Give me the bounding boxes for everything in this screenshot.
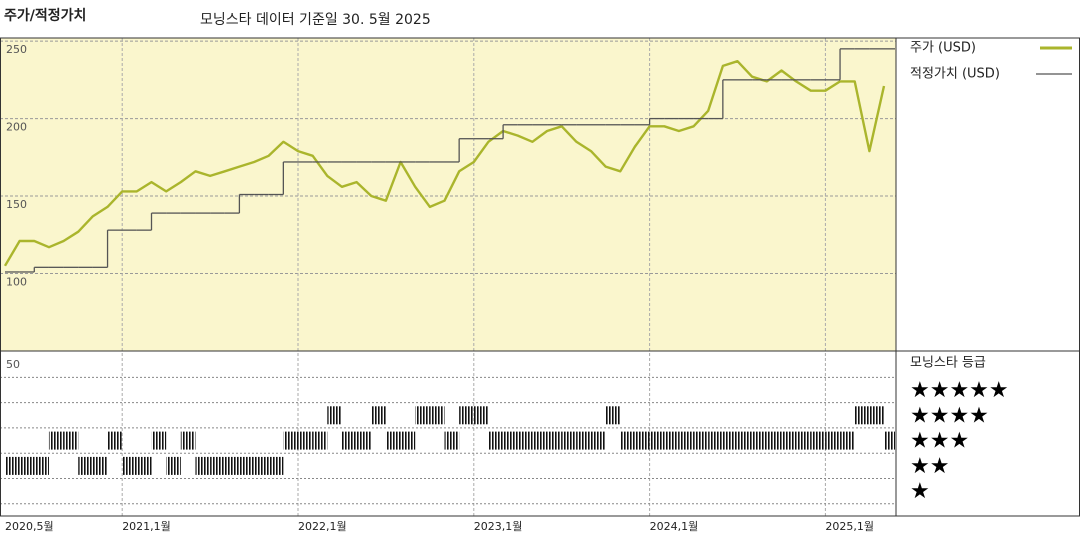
rating-bar <box>810 431 826 450</box>
rating-bar <box>166 456 181 475</box>
rating-bar <box>854 406 870 425</box>
rating-bar <box>884 431 895 450</box>
rating-bar <box>268 456 284 475</box>
rating-title: 모닝스타 등급 <box>910 356 986 371</box>
y-tick-label: 100 <box>6 276 27 289</box>
rating-bar <box>488 431 504 450</box>
y-tick-label: 200 <box>6 121 27 134</box>
rating-bar <box>737 431 753 450</box>
rating-bar <box>327 406 342 425</box>
chart-title: 주가/적정가치 <box>4 7 86 24</box>
chart-subtitle: 모닝스타 데이터 기준일 30. 5월 2025 <box>200 12 431 28</box>
rating-bar <box>664 431 679 450</box>
x-tick-label: 2024,1월 <box>650 520 699 533</box>
rating-bar <box>254 456 269 475</box>
rating-bar <box>473 406 489 425</box>
rating-bar <box>708 431 723 450</box>
y-tick-label: 150 <box>6 198 27 211</box>
x-tick-label: 2025,1월 <box>825 520 874 533</box>
rating-bar <box>341 431 357 450</box>
rating-bar <box>151 431 167 450</box>
rating-bar <box>781 431 797 450</box>
y-tick-label: 250 <box>6 43 27 56</box>
rating-bar <box>312 431 328 450</box>
rating-bar <box>195 456 211 475</box>
rating-bar <box>415 406 430 425</box>
rating-bar <box>678 431 694 450</box>
rating-bar <box>356 431 372 450</box>
rating-bar <box>298 431 313 450</box>
price-line <box>3 60 886 267</box>
rating-bar <box>122 456 137 475</box>
rating-bar <box>283 431 298 450</box>
rating-bar <box>210 456 225 475</box>
rating-bar <box>224 456 240 475</box>
rating-level-label: ★★ <box>910 454 949 479</box>
rating-bar <box>48 431 64 450</box>
x-tick-label: 2020,5월 <box>5 520 54 533</box>
rating-bar <box>722 431 738 450</box>
rating-bar <box>840 431 855 450</box>
rating-level-label: ★ <box>910 479 930 504</box>
rating-bar <box>400 431 416 450</box>
rating-bar <box>620 431 635 450</box>
rating-bar <box>503 431 518 450</box>
rating-bar <box>825 431 841 450</box>
rating-bar <box>78 456 93 475</box>
rating-bar <box>576 431 591 450</box>
x-tick-label: 2021,1월 <box>122 520 171 533</box>
rating-bar <box>92 456 108 475</box>
rating-bar <box>649 431 665 450</box>
rating-bar <box>766 431 782 450</box>
rating-bar <box>371 406 386 425</box>
rating-level-label: ★★★★★ <box>910 378 1009 403</box>
rating-bar <box>605 406 621 425</box>
rating-bar <box>107 431 123 450</box>
rating-bar <box>591 431 606 450</box>
rating-bar <box>869 406 884 425</box>
rating-bar <box>429 406 445 425</box>
legend-label: 적정가치 (USD) <box>910 67 1000 82</box>
rating-bar <box>19 456 35 475</box>
rating-bar <box>693 431 709 450</box>
rating-bar <box>34 456 49 475</box>
rating-bar <box>5 456 20 475</box>
rating-bar <box>547 431 562 450</box>
rating-level-label: ★★★ <box>910 429 969 454</box>
rating-bar <box>63 431 79 450</box>
rating-bar <box>444 431 460 450</box>
rating-level-label: ★★★★ <box>910 403 989 428</box>
rating-bar <box>634 431 650 450</box>
rating-bar <box>239 456 255 475</box>
rating-bar <box>459 406 474 425</box>
rating-bar <box>517 431 533 450</box>
rating-bar <box>752 431 767 450</box>
rating-bar <box>136 456 152 475</box>
rating-bar <box>385 431 401 450</box>
x-tick-label: 2022,1월 <box>298 520 347 533</box>
rating-bar <box>796 431 811 450</box>
legend-label: 주가 (USD) <box>910 41 976 56</box>
rating-bar <box>180 431 196 450</box>
rating-top-label: 50 <box>6 358 20 371</box>
rating-bar <box>532 431 548 450</box>
rating-bar <box>561 431 577 450</box>
x-tick-label: 2023,1월 <box>474 520 523 533</box>
